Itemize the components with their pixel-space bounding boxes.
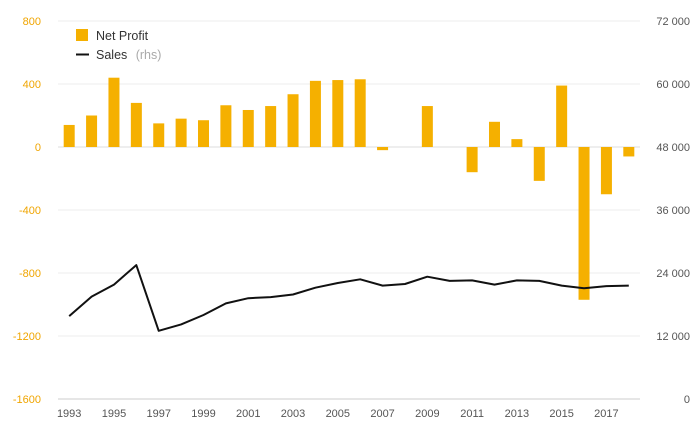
net-profit-bar — [578, 147, 590, 300]
net-profit-bar — [466, 147, 478, 173]
left-tick-label: -1600 — [13, 394, 41, 406]
x-tick-label: 2013 — [505, 408, 529, 420]
left-tick-label: 0 — [35, 142, 41, 154]
legend-net-profit-label: Net Profit — [96, 29, 149, 43]
net-profit-bar — [511, 139, 523, 147]
x-tick-label: 2011 — [460, 408, 484, 420]
net-profit-bar — [175, 118, 187, 147]
net-profit-bar — [242, 109, 254, 147]
legend-sales-rhs-note: (rhs) — [136, 48, 162, 62]
x-tick-label: 2001 — [236, 408, 260, 420]
right-tick-label: 48 000 — [656, 142, 690, 154]
net-profit-bar — [153, 123, 165, 147]
left-tick-label: 400 — [23, 79, 41, 91]
legend-sales-label-group: Sales (rhs) — [96, 46, 161, 63]
x-tick-label: 2009 — [415, 408, 439, 420]
net-profit-bar — [108, 77, 120, 147]
x-tick-label: 1999 — [191, 408, 215, 420]
sales-line — [68, 264, 629, 332]
net-profit-bar — [600, 147, 612, 195]
x-tick-label: 1995 — [102, 408, 126, 420]
x-tick-label: 2015 — [549, 408, 573, 420]
right-tick-label: 72 000 — [656, 16, 690, 28]
net-profit-bar — [489, 121, 500, 147]
net-profit-bars — [63, 77, 635, 300]
gridlines — [58, 20, 640, 400]
left-tick-label: 800 — [23, 16, 41, 28]
left-tick-label: -400 — [19, 205, 41, 217]
net-profit-bar — [130, 102, 142, 147]
right-tick-label: 60 000 — [656, 79, 690, 91]
net-profit-bar — [287, 94, 299, 147]
net-profit-bar — [354, 79, 366, 147]
right-tick-label: 12 000 — [656, 331, 690, 343]
net-profit-bar — [421, 106, 433, 147]
x-tick-label: 1993 — [57, 408, 81, 420]
right-tick-label: 36 000 — [656, 205, 690, 217]
net-profit-bar — [198, 120, 209, 147]
left-axis-ticks: 800 400 0 -400 -800 -1200 -1600 — [13, 16, 41, 406]
legend-sales-label: Sales — [96, 48, 127, 62]
left-tick-label: -1200 — [13, 331, 41, 343]
sales-line-group — [68, 264, 629, 332]
net-profit-bar — [220, 105, 232, 147]
net-profit-bar — [556, 85, 568, 147]
net-profit-bar — [377, 147, 389, 151]
legend-net-profit-swatch — [76, 29, 88, 41]
net-profit-bar — [332, 80, 344, 147]
net-profit-bar — [86, 115, 98, 147]
net-profit-bar — [533, 147, 545, 181]
x-tick-label: 2007 — [370, 408, 394, 420]
x-tick-label: 1997 — [146, 408, 170, 420]
legend: Net Profit Sales (rhs) — [76, 29, 161, 63]
x-axis-ticks: 1993 1995 1997 1999 2001 2003 2005 2007 2009 2011… — [57, 408, 619, 420]
left-tick-label: -800 — [19, 268, 41, 280]
net-profit-bar — [623, 147, 635, 157]
net-profit-bar — [309, 80, 321, 147]
x-tick-label: 2017 — [594, 408, 618, 420]
x-tick-label: 2005 — [326, 408, 350, 420]
x-tick-label: 2003 — [281, 408, 305, 420]
right-axis-ticks: 72 000 60 000 48 000 36 000 24 000 12 000 0 — [656, 16, 690, 406]
net-profit-bar — [63, 124, 75, 147]
net-profit-bar — [265, 106, 277, 147]
right-tick-label: 0 — [684, 394, 690, 406]
right-tick-label: 24 000 — [656, 268, 690, 280]
